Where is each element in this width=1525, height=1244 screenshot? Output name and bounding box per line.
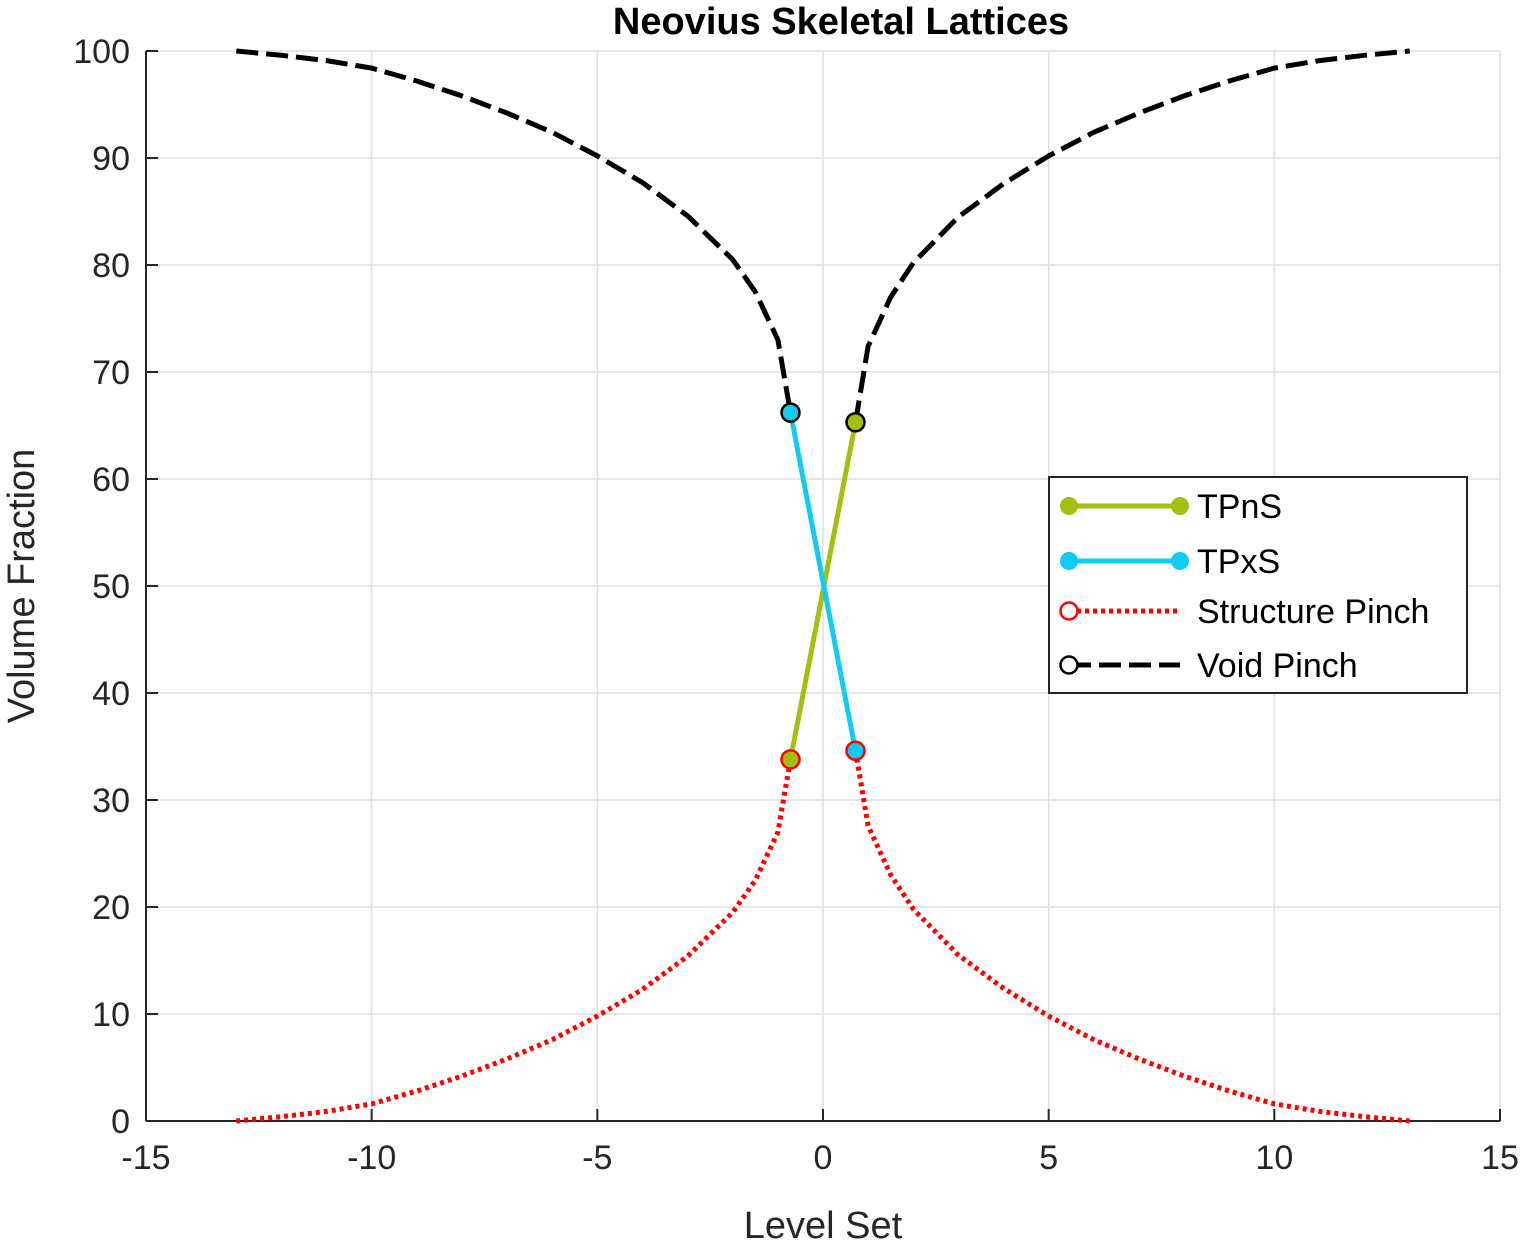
- series-line-structure-pinch: [236, 758, 793, 1124]
- legend-marker: [1171, 497, 1189, 515]
- legend-label: Void Pinch: [1197, 647, 1358, 685]
- data-point-tpns: [780, 749, 801, 770]
- marker-layer: [780, 402, 866, 770]
- y-tick-label: 40: [92, 675, 130, 713]
- y-tick-label: 10: [92, 996, 130, 1034]
- x-tick-label: -5: [582, 1139, 612, 1177]
- data-point-tpxs: [780, 402, 801, 423]
- data-point-tpxs: [845, 740, 866, 762]
- chart-title: Neovius Skeletal Lattices: [613, 1, 1069, 43]
- legend-marker: [1060, 552, 1078, 570]
- x-axis-title: Level Set: [744, 1205, 903, 1244]
- legend-label: TPnS: [1197, 488, 1282, 526]
- legend-marker: [1060, 497, 1078, 515]
- y-tick-label: 90: [92, 140, 130, 178]
- x-tick-label: -10: [347, 1139, 396, 1177]
- legend-marker: [1059, 655, 1079, 675]
- x-tick-label: 10: [1255, 1139, 1293, 1177]
- axes: -15 -10 -5 0 5 10 15 0 10 20 30 40 50 60 70 80 90 100: [73, 33, 1519, 1177]
- series-line-void-pinch: [236, 48, 793, 414]
- series-line-structure-pinch: [853, 750, 1410, 1124]
- x-tick-label: 15: [1481, 1139, 1519, 1177]
- y-tick-label: 50: [92, 568, 130, 606]
- y-tick-label: 100: [73, 33, 130, 71]
- legend: TPnS TPxS Structure Pinch Void Pinch: [1048, 476, 1468, 694]
- data-point-tpns: [845, 412, 866, 433]
- y-tick-label: 30: [92, 782, 130, 820]
- series-layer: [236, 48, 1410, 1124]
- y-tick-label: 70: [92, 354, 130, 392]
- y-tick-label: 0: [111, 1103, 130, 1141]
- legend-label: Structure Pinch: [1197, 593, 1429, 631]
- x-tick-label: -15: [121, 1139, 170, 1177]
- y-tick-label: 80: [92, 247, 130, 285]
- y-axis-title: Volume Fraction: [1, 449, 43, 724]
- x-tick-label: 5: [1039, 1139, 1058, 1177]
- series-line-tpxs: [788, 412, 858, 752]
- legend-box: [1048, 476, 1468, 694]
- legend-label: TPxS: [1197, 543, 1280, 581]
- legend-marker: [1171, 552, 1189, 570]
- series-line-void-pinch: [853, 48, 1410, 423]
- y-tick-label: 60: [92, 461, 130, 499]
- y-tick-label: 20: [92, 889, 130, 927]
- x-tick-label: 0: [814, 1139, 833, 1177]
- legend-marker: [1059, 601, 1079, 621]
